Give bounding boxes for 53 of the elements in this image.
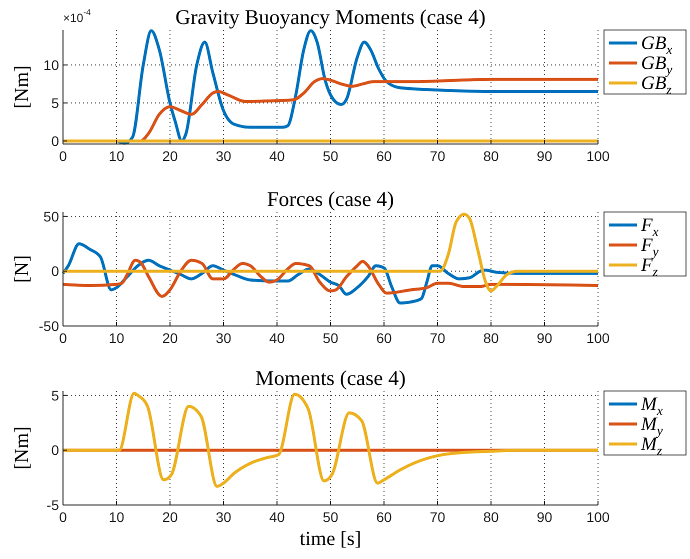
legend-label: F$_{x}$ — [640, 215, 659, 239]
x-tick-label: 60 — [376, 148, 392, 164]
y-tick-label: -5 — [46, 497, 60, 513]
x-tick-label: 80 — [483, 330, 499, 346]
y-axis-title: [Nm] — [11, 65, 33, 109]
x-tick-label: 30 — [216, 148, 232, 164]
x-tick-label: 30 — [216, 509, 232, 525]
x-tick-label: 60 — [376, 330, 392, 346]
x-tick-label: 20 — [162, 148, 178, 164]
line-series — [62, 212, 600, 292]
x-tick-label: 10 — [108, 509, 124, 525]
line-series — [62, 392, 600, 488]
x-tick-label: 40 — [269, 509, 285, 525]
y-tick-label: 50 — [43, 208, 60, 224]
x-tick-label: 90 — [536, 330, 552, 346]
x-tick-label: 20 — [162, 509, 178, 525]
x-tick-label: 80 — [483, 148, 499, 164]
y-tick-label: 5 — [51, 94, 60, 111]
y-tick-label: 0 — [51, 132, 60, 149]
y-tick-label: 5 — [51, 387, 60, 404]
y-tick-label: 0 — [51, 263, 60, 280]
x-tick-label: 50 — [322, 148, 338, 164]
chart-title: Moments (case 4) — [255, 366, 406, 390]
x-tick-label: 40 — [269, 148, 285, 164]
x-tick-label: 90 — [536, 509, 552, 525]
x-tick-label: 20 — [162, 330, 178, 346]
chart-title: Forces (case 4) — [266, 187, 394, 211]
x-axis-title: time [s] — [300, 528, 362, 550]
x-tick-label: 70 — [430, 148, 446, 164]
y-axis-title: [N] — [11, 255, 33, 283]
x-tick-label: 60 — [376, 509, 392, 525]
y-axis-title: [Nm] — [11, 426, 33, 470]
y-tick-label: 10 — [43, 56, 60, 73]
x-tick-label: 10 — [108, 330, 124, 346]
x-tick-label: 100 — [586, 148, 610, 164]
text: ×10$^{-4}$ — [63, 7, 92, 25]
y-tick-label: 0 — [51, 442, 60, 458]
x-tick-label: 40 — [269, 330, 285, 346]
line-series — [62, 258, 600, 298]
x-tick-label: 100 — [586, 330, 610, 346]
y-tick-label: -50 — [38, 318, 60, 334]
legend-label: M$_{x}$ — [640, 394, 663, 418]
x-tick-label: 70 — [430, 509, 446, 525]
chart-title: Gravity Buoyancy Moments (case 4) — [175, 5, 486, 29]
x-tick-label: 100 — [586, 509, 610, 525]
x-tick-label: 80 — [483, 509, 499, 525]
x-tick-label: 70 — [430, 330, 446, 346]
x-tick-label: 50 — [322, 509, 338, 525]
x-tick-label: 10 — [108, 148, 124, 164]
x-tick-label: 50 — [322, 330, 338, 346]
x-tick-label: 30 — [216, 330, 232, 346]
x-tick-label: 90 — [536, 148, 552, 164]
legend-label: GB$_{x}$ — [641, 33, 672, 57]
